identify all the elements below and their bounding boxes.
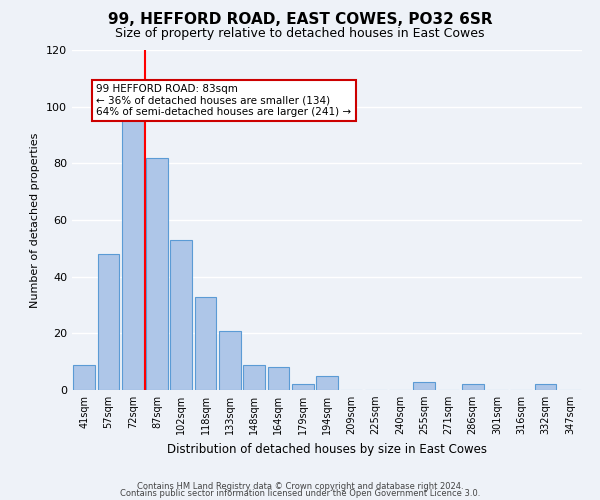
- Bar: [292, 384, 314, 390]
- Bar: [97, 254, 119, 390]
- Bar: [73, 364, 95, 390]
- Bar: [243, 364, 265, 390]
- Text: Contains public sector information licensed under the Open Government Licence 3.: Contains public sector information licen…: [120, 490, 480, 498]
- Bar: [194, 296, 217, 390]
- Y-axis label: Number of detached properties: Number of detached properties: [31, 132, 40, 308]
- Bar: [413, 382, 435, 390]
- Bar: [122, 106, 143, 390]
- Bar: [170, 240, 192, 390]
- Text: Size of property relative to detached houses in East Cowes: Size of property relative to detached ho…: [115, 28, 485, 40]
- Bar: [316, 376, 338, 390]
- Bar: [535, 384, 556, 390]
- Text: 99 HEFFORD ROAD: 83sqm
← 36% of detached houses are smaller (134)
64% of semi-de: 99 HEFFORD ROAD: 83sqm ← 36% of detached…: [96, 84, 352, 117]
- Bar: [219, 330, 241, 390]
- Bar: [268, 368, 289, 390]
- Bar: [146, 158, 168, 390]
- Bar: [462, 384, 484, 390]
- Text: Contains HM Land Registry data © Crown copyright and database right 2024.: Contains HM Land Registry data © Crown c…: [137, 482, 463, 491]
- X-axis label: Distribution of detached houses by size in East Cowes: Distribution of detached houses by size …: [167, 442, 487, 456]
- Text: 99, HEFFORD ROAD, EAST COWES, PO32 6SR: 99, HEFFORD ROAD, EAST COWES, PO32 6SR: [107, 12, 493, 28]
